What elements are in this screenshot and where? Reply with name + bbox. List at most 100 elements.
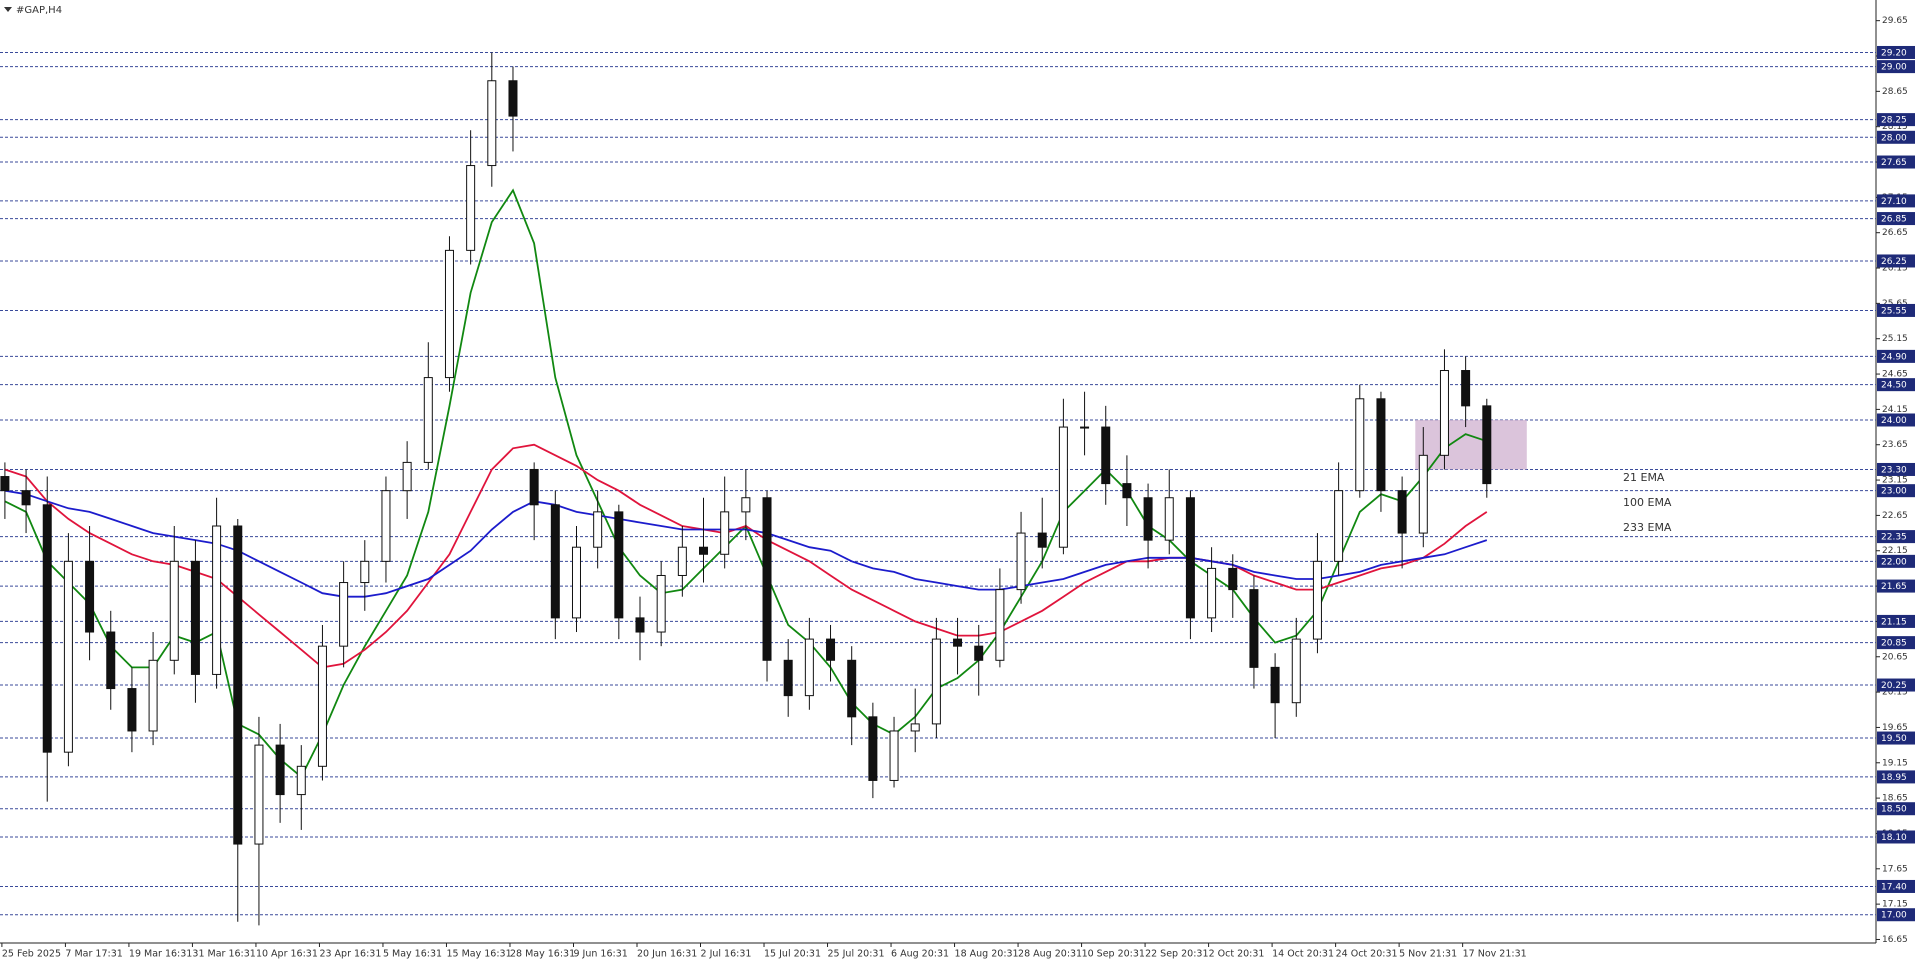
x-tick-label: 15 May 16:31 xyxy=(446,949,511,960)
candle-body xyxy=(614,511,624,619)
level-label-box xyxy=(1877,462,1915,476)
x-tick-label: 2 Oct 20:31 xyxy=(1209,949,1265,960)
x-tick-label: 10 Sep 20:31 xyxy=(1082,949,1145,960)
level-label-box xyxy=(1877,130,1915,144)
level-label-box xyxy=(1877,413,1915,427)
x-tick-label: 28 Aug 20:31 xyxy=(1018,949,1082,960)
candle-body xyxy=(1334,490,1344,562)
level-label: 26.25 xyxy=(1881,257,1907,267)
level-label-box xyxy=(1877,113,1915,127)
level-label-box xyxy=(1877,484,1915,498)
level-label-box xyxy=(1877,802,1915,816)
candle-body xyxy=(699,546,709,555)
x-tick-label: 23 Apr 16:31 xyxy=(319,949,381,960)
y-tick-label: 17.65 xyxy=(1882,864,1908,874)
candle-body xyxy=(783,659,793,697)
level-label-box xyxy=(1877,194,1915,208)
level-label-box xyxy=(1877,554,1915,568)
candle-body xyxy=(762,497,772,661)
candle-body xyxy=(677,546,687,576)
candle-body xyxy=(1016,532,1026,591)
candle-body xyxy=(593,511,603,548)
candle-body xyxy=(423,377,433,463)
candle-body xyxy=(720,511,730,555)
level-label-box xyxy=(1877,678,1915,692)
level-label-box xyxy=(1877,349,1915,363)
candle-body xyxy=(868,716,878,781)
x-tick-label: 25 Jul 20:31 xyxy=(828,949,885,960)
y-tick-label: 23.65 xyxy=(1882,440,1908,450)
candle-body xyxy=(1122,483,1132,499)
x-tick-label: 31 Mar 16:31 xyxy=(192,949,255,960)
candle-body xyxy=(381,490,391,562)
level-label: 28.25 xyxy=(1881,116,1907,126)
candle-body xyxy=(444,249,454,379)
candle-body xyxy=(995,589,1005,661)
candle-body xyxy=(889,730,899,781)
candle-body xyxy=(826,638,836,661)
candle-body xyxy=(1355,398,1365,492)
candle-body xyxy=(1270,666,1280,704)
y-tick-label: 28.15 xyxy=(1882,122,1908,132)
y-tick-label: 23.15 xyxy=(1882,476,1908,486)
candle-body xyxy=(254,744,264,845)
y-tick-label: 20.15 xyxy=(1882,688,1908,698)
level-label: 17.00 xyxy=(1881,911,1907,921)
y-tick-label: 19.15 xyxy=(1882,758,1908,768)
candle-body xyxy=(1482,405,1492,485)
candle-body xyxy=(296,765,306,796)
candle-body xyxy=(571,546,581,619)
candle-body xyxy=(1164,497,1174,541)
candle-body xyxy=(1461,370,1471,407)
level-label-box xyxy=(1877,155,1915,169)
level-label: 19.50 xyxy=(1881,734,1907,744)
level-label-box xyxy=(1877,731,1915,745)
x-tick-label: 5 May 16:31 xyxy=(383,949,442,960)
level-label-box xyxy=(1877,770,1915,784)
level-label: 24.50 xyxy=(1881,381,1907,391)
candle-body xyxy=(106,631,116,690)
level-label: 27.65 xyxy=(1881,158,1907,168)
y-tick-label: 25.65 xyxy=(1882,299,1908,309)
candle-body xyxy=(275,744,285,796)
x-tick-label: 19 Mar 16:31 xyxy=(129,949,192,960)
level-label: 24.00 xyxy=(1881,416,1907,426)
level-label: 29.00 xyxy=(1881,63,1907,73)
level-label: 18.50 xyxy=(1881,805,1907,815)
level-label: 21.65 xyxy=(1881,582,1907,592)
candle-body xyxy=(63,560,73,753)
level-label-box xyxy=(1877,636,1915,650)
y-tick-label: 24.65 xyxy=(1882,370,1908,380)
level-label-box xyxy=(1877,212,1915,226)
x-tick-label: 14 Oct 20:31 xyxy=(1272,949,1334,960)
candle-body xyxy=(360,560,370,584)
candle-body xyxy=(1101,426,1111,485)
candle-body xyxy=(1397,490,1407,534)
level-label: 18.10 xyxy=(1881,833,1907,843)
candle-body xyxy=(466,165,476,251)
x-tick-label: 22 Sep 20:31 xyxy=(1145,949,1208,960)
candle-body xyxy=(487,80,497,167)
level-label: 21.15 xyxy=(1881,617,1907,627)
candle-body xyxy=(931,638,941,725)
candle-body xyxy=(1058,426,1068,548)
candle-body xyxy=(974,645,984,661)
x-tick-label: 6 Aug 20:31 xyxy=(891,949,949,960)
candle-body xyxy=(21,490,31,506)
candle-body xyxy=(910,723,920,732)
legend-label: 100 EMA xyxy=(1623,496,1672,509)
y-tick-label: 18.65 xyxy=(1882,794,1908,804)
y-tick-label: 29.65 xyxy=(1882,16,1908,26)
level-label-box xyxy=(1877,60,1915,74)
x-tick-label: 24 Oct 20:31 xyxy=(1336,949,1398,960)
level-label: 18.95 xyxy=(1881,773,1907,783)
candle-body xyxy=(190,560,200,675)
level-label: 27.10 xyxy=(1881,197,1907,207)
y-tick-label: 19.65 xyxy=(1882,723,1908,733)
level-label: 20.85 xyxy=(1881,639,1907,649)
candle-body xyxy=(1376,398,1386,492)
level-label-box xyxy=(1877,579,1915,593)
legend-label: 233 EMA xyxy=(1623,521,1672,534)
legend-label: 21 EMA xyxy=(1623,471,1665,484)
